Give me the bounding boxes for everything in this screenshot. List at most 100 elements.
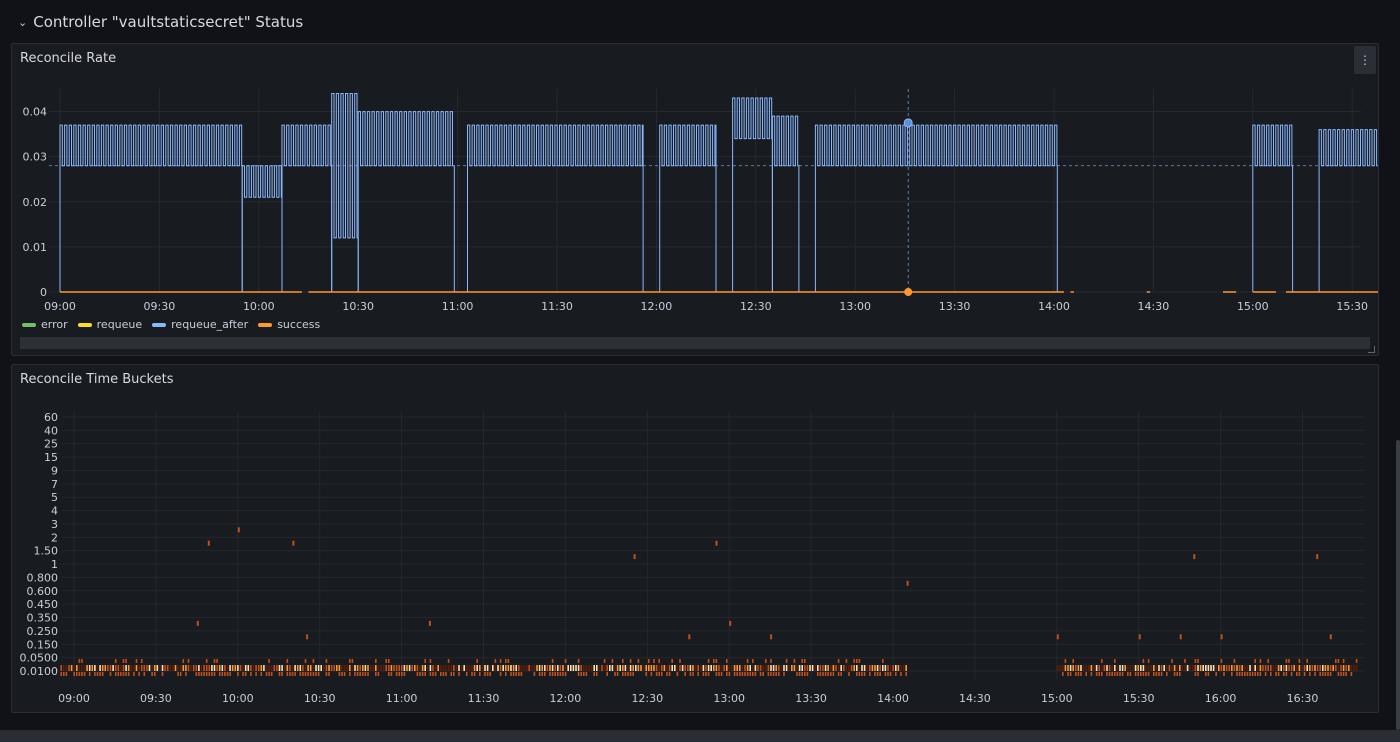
heatmap-cell xyxy=(762,665,764,671)
heatmap-cell xyxy=(143,665,146,671)
heatmap-cell xyxy=(832,665,835,671)
heatmap-cell xyxy=(902,665,905,671)
horizontal-scrollbar[interactable] xyxy=(20,337,1370,349)
heatmap-cell xyxy=(364,665,367,671)
heatmap-cell xyxy=(804,672,806,676)
heatmap-cell xyxy=(1111,665,1113,671)
heatmap-cell xyxy=(427,665,429,671)
heatmap-cell xyxy=(832,672,835,676)
hover-point-requeue-after xyxy=(903,118,913,128)
heatmap-cell xyxy=(585,665,588,671)
heatmap-cell xyxy=(187,659,190,663)
y-tick-label: 40 xyxy=(44,424,58,437)
heatmap-cell xyxy=(476,665,478,671)
legend-item-error[interactable]: error xyxy=(22,318,68,331)
heatmap-cell xyxy=(1218,665,1220,671)
heatmap-cell xyxy=(1340,665,1342,671)
heatmap-cell xyxy=(840,665,842,671)
heatmap-cell xyxy=(879,665,881,671)
heatmap-cell xyxy=(502,665,504,671)
heatmap-cell xyxy=(874,665,876,671)
heatmap-cell xyxy=(692,665,694,671)
y-tick-label: 0 xyxy=(40,286,47,299)
heatmap-cell xyxy=(1101,665,1103,671)
heatmap-cell xyxy=(268,672,270,676)
heatmap-cell xyxy=(541,672,543,676)
heatmap-cell xyxy=(507,659,510,663)
x-tick-label: 14:30 xyxy=(959,692,991,705)
reconcile-time-buckets-heatmap[interactable]: 0.01000.05000.1500.2500.3500.4500.6000.8… xyxy=(12,365,1378,712)
heatmap-cell xyxy=(1275,672,1277,676)
heatmap-cell xyxy=(900,672,902,676)
heatmap-cell xyxy=(1342,672,1345,676)
resize-handle[interactable] xyxy=(1368,346,1375,353)
x-tick-label: 15:00 xyxy=(1041,692,1073,705)
heatmap-cell xyxy=(791,665,793,671)
heatmap-cell xyxy=(679,659,681,663)
heatmap-cell xyxy=(112,665,114,671)
heatmap-cell xyxy=(447,665,450,671)
reconcile-rate-panel: Reconcile Rate ⋮ 0 0.01 0.02 0.03 0.04 09:00 0… xyxy=(11,43,1379,356)
heatmap-cell xyxy=(666,672,668,676)
page-scrollbar[interactable] xyxy=(1396,440,1400,730)
heatmap-cell xyxy=(1212,665,1215,671)
heatmap-cell xyxy=(88,665,91,671)
heatmap-cell xyxy=(1106,672,1108,676)
heatmap-cell xyxy=(671,659,673,663)
heatmap-cell xyxy=(900,665,902,671)
heatmap-cell xyxy=(710,665,712,671)
series-line-requeue-after xyxy=(1318,129,1378,292)
scrollbar-track[interactable] xyxy=(20,337,1370,349)
heatmap-cell xyxy=(91,665,94,671)
heatmap-cell xyxy=(1176,672,1178,676)
heatmap-cell xyxy=(1075,672,1077,676)
heatmap-cell xyxy=(466,672,468,676)
heatmap-cell xyxy=(814,665,816,671)
heatmap-cell xyxy=(570,665,572,671)
heatmap-cell xyxy=(889,672,892,676)
row-header[interactable]: ⌄ Controller "vaultstaticsecret" Status xyxy=(18,10,303,34)
heatmap-cell xyxy=(294,665,296,671)
x-tick-label: 14:00 xyxy=(1038,300,1070,313)
heatmap-cell xyxy=(94,665,96,671)
heatmap-cell xyxy=(434,672,437,676)
heatmap-cell xyxy=(793,659,796,663)
heatmap-cell xyxy=(447,659,450,663)
heatmap-cell xyxy=(1101,672,1103,676)
heatmap-cell xyxy=(281,665,283,671)
heatmap-cell xyxy=(1158,672,1160,676)
heatmap-cell xyxy=(375,659,377,663)
heatmap-cell xyxy=(1350,665,1353,671)
heatmap-cell xyxy=(60,665,62,671)
heatmap-cell xyxy=(499,665,502,671)
heatmap-cell-outlier xyxy=(1056,634,1059,640)
heatmap-cell xyxy=(684,672,686,676)
heatmap-cell xyxy=(895,672,897,676)
heatmap-cell xyxy=(668,665,671,671)
heatmap-cell xyxy=(1251,672,1254,676)
legend-item-requeue-after[interactable]: requeue_after xyxy=(152,318,248,331)
series-line-requeue-after xyxy=(331,93,359,292)
heatmap-cell xyxy=(460,665,463,671)
heatmap-cell xyxy=(424,672,426,676)
heatmap-cell xyxy=(109,665,112,671)
heatmap-cell xyxy=(187,665,190,671)
heatmap-cell xyxy=(1238,665,1241,671)
series-line-requeue-after xyxy=(241,165,283,292)
legend-item-requeue[interactable]: requeue xyxy=(77,318,142,331)
chevron-down-icon[interactable]: ⌄ xyxy=(18,15,28,29)
heatmap-cell xyxy=(1228,665,1230,671)
heatmap-cell xyxy=(153,672,156,676)
y-tick-label: 2 xyxy=(51,531,58,544)
heatmap-cell xyxy=(101,672,104,676)
heatmap-cell xyxy=(208,672,211,676)
heatmap-cell xyxy=(806,665,809,671)
legend-item-success[interactable]: success xyxy=(258,318,320,331)
kebab-menu-icon[interactable]: ⋮ xyxy=(1354,46,1376,74)
reconcile-rate-chart[interactable]: 0 0.01 0.02 0.03 0.04 09:00 09:30 10:00 10:30 11:… xyxy=(12,44,1378,314)
heatmap-cell xyxy=(1189,665,1191,671)
heatmap-cell xyxy=(827,665,829,671)
heatmap-cell xyxy=(577,672,580,676)
heatmap-cell xyxy=(296,665,299,671)
x-tick-label: 14:00 xyxy=(877,692,909,705)
